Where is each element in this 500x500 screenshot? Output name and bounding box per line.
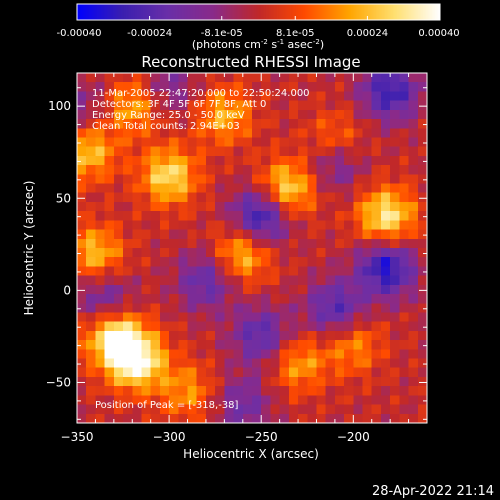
colorbar-tick-label: -8.1e-05 bbox=[201, 28, 243, 39]
x-tick-label: −300 bbox=[153, 430, 186, 444]
y-tick-label: 50 bbox=[56, 191, 71, 205]
colorbar-tick-label: 8.1e-05 bbox=[276, 28, 314, 39]
x-tick-label: −200 bbox=[337, 430, 370, 444]
colorbar-units-label: (photons cm-2 s-1 asec-2) bbox=[192, 38, 324, 51]
annotation-detectors: Detectors: 3F 4F 5F 6F 7F 8F, Att 0 bbox=[92, 99, 266, 110]
axis-ticks: −350 −300 −250 −200 100 50 0 −50 bbox=[46, 73, 428, 444]
colorbar-gradient bbox=[77, 4, 440, 20]
colorbar-frame bbox=[76, 3, 441, 21]
annotation-time: 11-Mar-2005 22:47:20.000 to 22:50:24.000 bbox=[92, 88, 310, 99]
y-tick-label: 100 bbox=[48, 99, 71, 113]
colorbar-tick-label: -0.00040 bbox=[57, 28, 102, 39]
y-tick-label: −50 bbox=[46, 375, 71, 389]
y-tick-label: 0 bbox=[63, 283, 71, 297]
annotation-energy: Energy Range: 25.0 - 50.0 keV bbox=[92, 110, 245, 121]
chart-title: Reconstructed RHESSI Image bbox=[141, 53, 360, 71]
annotation-peak-position: Position of Peak = [-318,-38] bbox=[95, 400, 239, 411]
x-tick-label: −250 bbox=[245, 430, 278, 444]
plot-frame bbox=[76, 72, 428, 424]
colorbar-tick-label: 0.00024 bbox=[347, 28, 388, 39]
footer-date: 28-Apr-2022 21:14 bbox=[372, 484, 494, 499]
heatmap-image bbox=[77, 73, 427, 423]
colorbar-ticks: -0.00040 -0.00024 -8.1e-05 8.1e-05 0.00024 0.… bbox=[57, 16, 460, 39]
colorbar-tick-label: 0.00040 bbox=[418, 28, 459, 39]
x-axis-label: Heliocentric X (arcsec) bbox=[183, 447, 319, 461]
annotation-clean: Clean Total counts: 2.94E+03 bbox=[92, 121, 240, 132]
x-tick-label: −350 bbox=[61, 430, 94, 444]
y-axis-label: Heliocentric Y (arcsec) bbox=[22, 181, 36, 316]
colorbar-tick-label: -0.00024 bbox=[127, 28, 172, 39]
